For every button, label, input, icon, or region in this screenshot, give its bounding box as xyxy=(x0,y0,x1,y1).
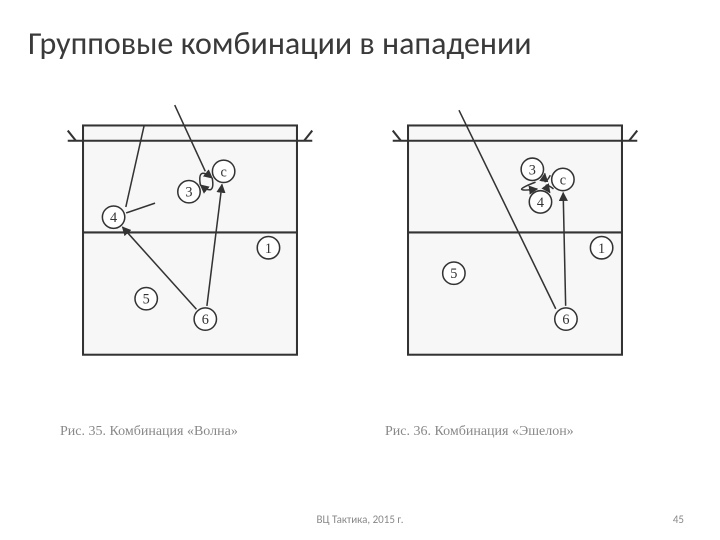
svg-text:6: 6 xyxy=(202,312,209,328)
svg-text:3: 3 xyxy=(185,185,192,201)
footer-citation: ВЦ Тактика, 2015 г. xyxy=(317,513,404,526)
svg-text:c: c xyxy=(220,164,226,180)
svg-text:1: 1 xyxy=(265,241,272,257)
svg-text:4: 4 xyxy=(110,210,117,226)
diagram-right: 3 c4 1 5 6 Рис. 36. Комбинация «Эшелон» xyxy=(385,100,660,440)
svg-text:5: 5 xyxy=(143,292,150,308)
diagram-left-svg: c 3 4 1 5 6 xyxy=(60,100,320,370)
page-number: 45 xyxy=(673,513,684,526)
svg-text:1: 1 xyxy=(598,241,605,257)
caption-right: Рис. 36. Комбинация «Эшелон» xyxy=(385,424,574,440)
caption-left: Рис. 35. Комбинация «Волна» xyxy=(60,424,238,440)
svg-text:4: 4 xyxy=(537,195,544,211)
diagram-row: c34156 Рис. 35. Комбинация «Волна» 3c415… xyxy=(60,100,660,440)
diagram-right-svg: 3 c4 1 5 6 xyxy=(385,100,645,370)
svg-text:3: 3 xyxy=(529,162,536,178)
svg-text:c: c xyxy=(560,172,566,188)
diagram-left: c 3 4 1 5 6 Рис. 35. Комбинация «Волна» xyxy=(60,100,335,440)
page-title: Групповые комбинации в нападении xyxy=(28,24,532,63)
svg-text:5: 5 xyxy=(450,266,457,282)
svg-text:6: 6 xyxy=(562,312,569,328)
